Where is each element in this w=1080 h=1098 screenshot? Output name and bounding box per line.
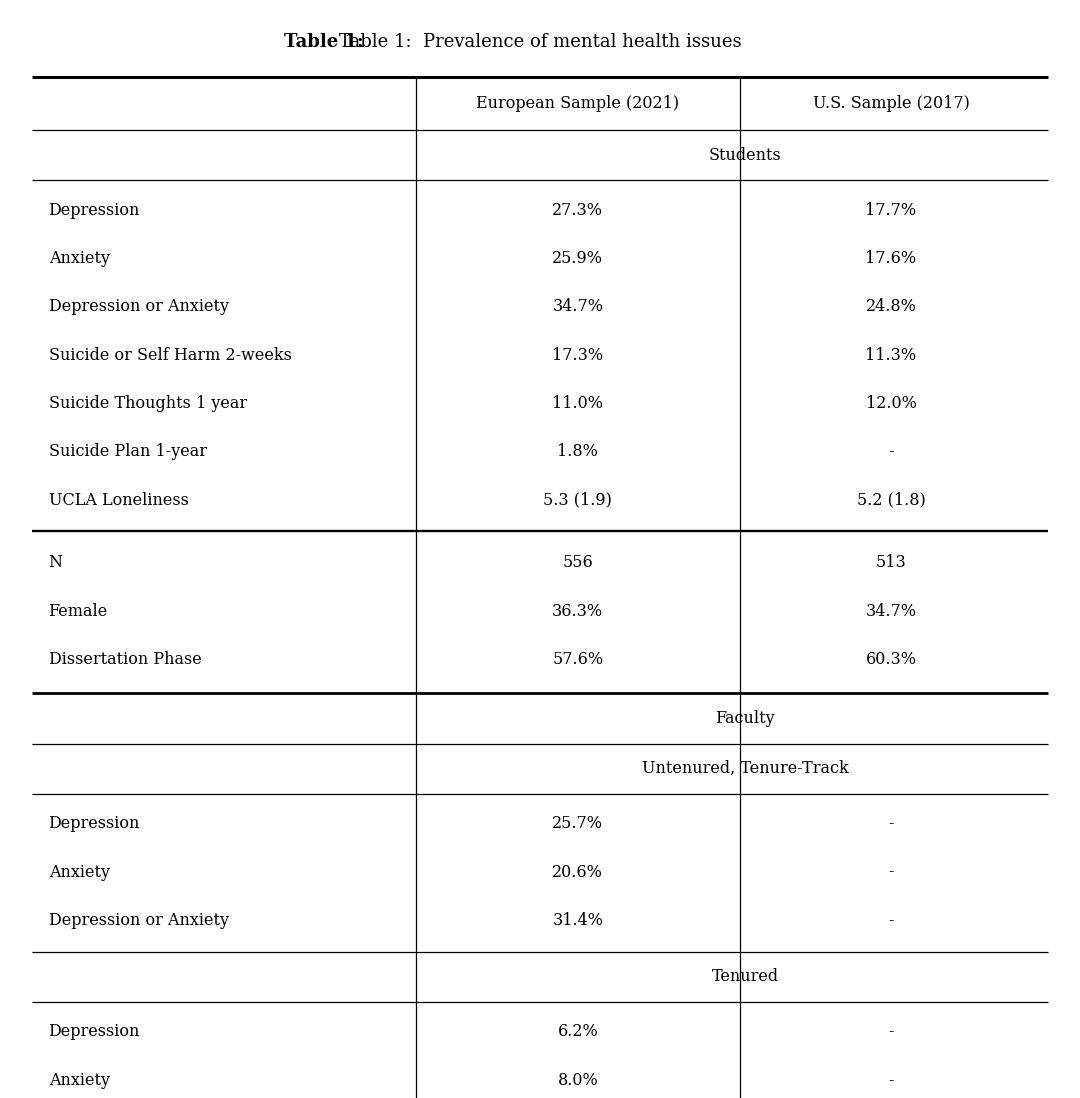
Text: -: -: [888, 1023, 894, 1041]
Text: 57.6%: 57.6%: [552, 651, 604, 668]
Text: 60.3%: 60.3%: [865, 651, 917, 668]
Text: UCLA Loneliness: UCLA Loneliness: [49, 492, 189, 508]
Text: 12.0%: 12.0%: [865, 395, 917, 412]
Text: 1.8%: 1.8%: [557, 444, 598, 460]
Text: 17.6%: 17.6%: [865, 250, 917, 267]
Text: 31.4%: 31.4%: [552, 911, 604, 929]
Text: Suicide Plan 1-year: Suicide Plan 1-year: [49, 444, 206, 460]
Text: -: -: [888, 444, 894, 460]
Text: 6.2%: 6.2%: [557, 1023, 598, 1041]
Text: Anxiety: Anxiety: [49, 863, 109, 881]
Text: Depression or Anxiety: Depression or Anxiety: [49, 911, 229, 929]
Text: 25.9%: 25.9%: [552, 250, 604, 267]
Text: Faculty: Faculty: [715, 710, 775, 727]
Text: 34.7%: 34.7%: [552, 299, 604, 315]
Text: -: -: [888, 1072, 894, 1089]
Text: -: -: [888, 815, 894, 832]
Text: -: -: [888, 863, 894, 881]
Text: 5.2 (1.8): 5.2 (1.8): [856, 492, 926, 508]
Text: 17.3%: 17.3%: [552, 347, 604, 363]
Text: 8.0%: 8.0%: [557, 1072, 598, 1089]
Text: 17.7%: 17.7%: [865, 202, 917, 219]
Text: -: -: [888, 911, 894, 929]
Text: 513: 513: [876, 554, 906, 571]
Text: Depression: Depression: [49, 1023, 140, 1041]
Text: Dissertation Phase: Dissertation Phase: [49, 651, 201, 668]
Text: N: N: [49, 554, 63, 571]
Text: 11.0%: 11.0%: [552, 395, 604, 412]
Text: 11.3%: 11.3%: [865, 347, 917, 363]
Text: Depression: Depression: [49, 202, 140, 219]
Text: Female: Female: [49, 603, 108, 619]
Text: 20.6%: 20.6%: [552, 863, 604, 881]
Text: Anxiety: Anxiety: [49, 250, 109, 267]
Text: U.S. Sample (2017): U.S. Sample (2017): [812, 94, 970, 112]
Text: Table 1:: Table 1:: [284, 33, 364, 51]
Text: Students: Students: [708, 147, 782, 164]
Text: 25.7%: 25.7%: [552, 815, 604, 832]
Text: Tenured: Tenured: [712, 968, 779, 985]
Text: Anxiety: Anxiety: [49, 1072, 109, 1089]
Text: 27.3%: 27.3%: [552, 202, 604, 219]
Text: 34.7%: 34.7%: [865, 603, 917, 619]
Text: 5.3 (1.9): 5.3 (1.9): [543, 492, 612, 508]
Text: Table 1:  Prevalence of mental health issues: Table 1: Prevalence of mental health iss…: [339, 33, 741, 51]
Text: Depression: Depression: [49, 815, 140, 832]
Text: Untenured, Tenure-Track: Untenured, Tenure-Track: [642, 760, 849, 777]
Text: Depression or Anxiety: Depression or Anxiety: [49, 299, 229, 315]
Text: Suicide or Self Harm 2-weeks: Suicide or Self Harm 2-weeks: [49, 347, 292, 363]
Text: European Sample (2021): European Sample (2021): [476, 94, 679, 112]
Text: Suicide Thoughts 1 year: Suicide Thoughts 1 year: [49, 395, 246, 412]
Text: 24.8%: 24.8%: [865, 299, 917, 315]
Text: 556: 556: [563, 554, 593, 571]
Text: 36.3%: 36.3%: [552, 603, 604, 619]
